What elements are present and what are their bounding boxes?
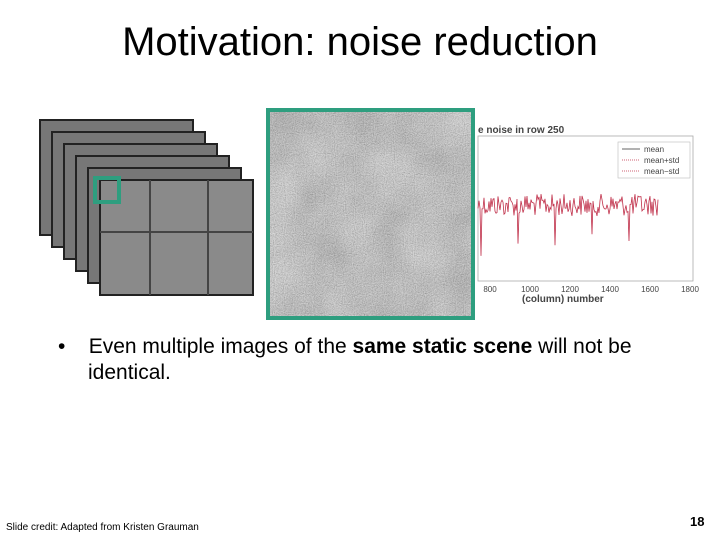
plot-tick-label: 1200: [561, 285, 579, 294]
slide-title: Motivation: noise reduction: [122, 20, 598, 64]
highlight-box: [93, 176, 121, 204]
slide-credit: Slide credit: Adapted from Kristen Graum…: [6, 522, 199, 533]
bullet-text: Even multiple images of the: [88, 335, 353, 358]
image-frame: [99, 179, 254, 296]
figure: e noise in row 250 meanmean+stdmean−std …: [39, 108, 700, 320]
plot-tick-label: 1400: [601, 285, 619, 294]
plot-tick-label: 1800: [681, 285, 699, 294]
legend-label: mean−std: [644, 167, 679, 176]
plot-tick-label: 1000: [521, 285, 539, 294]
image-stack: [39, 119, 254, 296]
bullet-text: will not be identical.: [88, 335, 632, 384]
noise-patch: [266, 108, 475, 320]
legend-label: mean+std: [644, 156, 679, 165]
page-number: 18: [690, 514, 705, 529]
bullet-emphasis: same static scene: [352, 335, 533, 358]
legend-label: mean: [644, 145, 664, 154]
plot-tick-label: 1600: [641, 285, 659, 294]
plot-image: e noise in row 250 meanmean+stdmean−std …: [475, 118, 700, 310]
plot-x-label: (column) number: [522, 294, 604, 305]
noise-signal: [477, 194, 659, 256]
plot-title: e noise in row 250: [478, 125, 565, 136]
bullet-point: • Even multiple images of the same stati…: [58, 335, 632, 384]
plot-tick-label: 800: [483, 285, 497, 294]
